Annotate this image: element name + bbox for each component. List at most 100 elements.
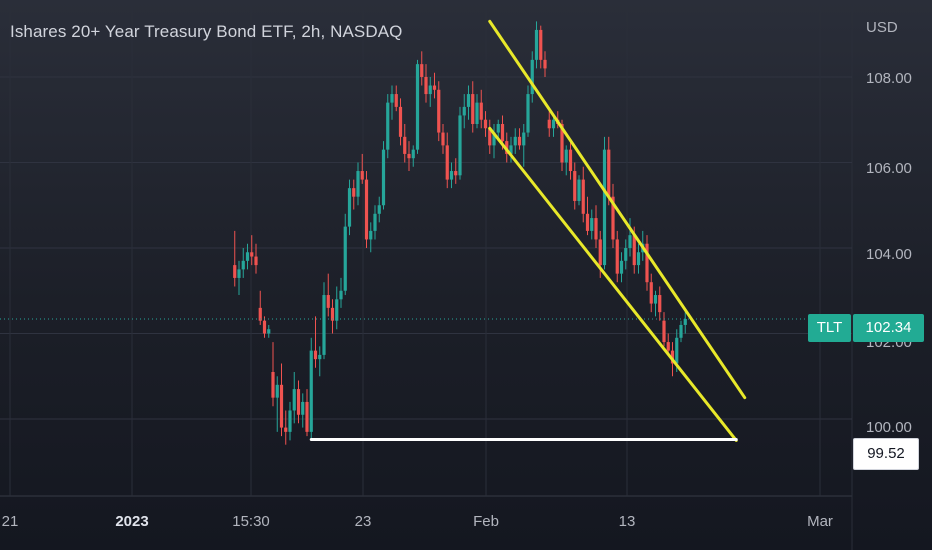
candle-body bbox=[411, 149, 415, 159]
candle-body bbox=[636, 252, 641, 266]
candle-body bbox=[301, 401, 305, 415]
candle-body bbox=[309, 350, 313, 432]
support-level-badge: 99.52 bbox=[853, 438, 919, 470]
candle-body bbox=[483, 119, 488, 129]
candle-body bbox=[267, 329, 271, 334]
candle-body bbox=[590, 218, 594, 231]
candle-body bbox=[292, 389, 296, 411]
candle-body bbox=[250, 252, 254, 257]
candle-body bbox=[539, 29, 543, 60]
candle-body bbox=[598, 239, 602, 266]
candle-body bbox=[564, 149, 568, 163]
candle-body bbox=[432, 85, 437, 90]
candle-body bbox=[330, 307, 335, 321]
candle-body bbox=[284, 427, 288, 432]
candle-body bbox=[645, 243, 649, 283]
candle-body bbox=[271, 372, 275, 398]
x-tick-label: 15:30 bbox=[232, 513, 270, 530]
candle-body bbox=[653, 295, 658, 304]
candle-body bbox=[619, 260, 624, 274]
candle-body bbox=[585, 213, 590, 231]
candle-body bbox=[475, 102, 479, 124]
y-tick-label: 106.00 bbox=[866, 160, 912, 177]
candle-body bbox=[262, 320, 267, 334]
candle-body bbox=[662, 320, 666, 343]
candle-body bbox=[513, 136, 517, 146]
candle-body bbox=[296, 389, 301, 415]
drawings bbox=[0, 19, 852, 442]
candle-body bbox=[615, 239, 619, 274]
candle-body bbox=[551, 119, 556, 129]
candle-body bbox=[675, 337, 679, 364]
candle-body bbox=[420, 64, 424, 77]
candle-body bbox=[318, 354, 322, 360]
candle-body bbox=[364, 179, 369, 240]
candle-body bbox=[441, 132, 445, 146]
candle-body bbox=[390, 94, 394, 103]
chart-title: Ishares 20+ Year Treasury Bond ETF, 2h, … bbox=[10, 22, 403, 41]
candle-body bbox=[679, 324, 683, 338]
candle-body bbox=[398, 106, 403, 137]
x-tick-label: Mar bbox=[807, 513, 833, 530]
currency-label: USD bbox=[866, 19, 898, 36]
x-tick-label: Feb bbox=[473, 513, 499, 530]
x-tick-label: 13 bbox=[618, 513, 636, 530]
candle-body bbox=[356, 171, 360, 197]
x-tick-label: 23 bbox=[354, 513, 372, 530]
candle-body bbox=[377, 205, 381, 214]
candle-body bbox=[305, 401, 309, 432]
candle-body bbox=[254, 256, 258, 266]
x-tick-label: 21 bbox=[1, 513, 19, 530]
candle-body bbox=[407, 153, 411, 159]
channel-upper-line bbox=[488, 19, 747, 400]
candle-body bbox=[594, 218, 598, 240]
candle-body bbox=[500, 124, 505, 142]
candle-body bbox=[245, 252, 250, 261]
candle-body bbox=[624, 248, 628, 261]
candle-body bbox=[403, 136, 407, 154]
candle-body bbox=[530, 59, 534, 95]
candles bbox=[233, 21, 687, 445]
candle-body bbox=[517, 136, 522, 146]
candle-body bbox=[326, 295, 330, 308]
candle-body bbox=[445, 145, 449, 180]
candle-body bbox=[237, 269, 241, 278]
candle-body bbox=[573, 171, 577, 201]
candle-body bbox=[437, 89, 441, 133]
symbol-badge: TLT bbox=[808, 314, 851, 342]
candle-body bbox=[471, 94, 475, 124]
candle-body bbox=[322, 295, 326, 355]
candle-body bbox=[666, 342, 670, 351]
candle-body bbox=[670, 350, 675, 364]
candle-body bbox=[543, 59, 547, 69]
candle-body bbox=[683, 318, 687, 325]
candle-body bbox=[607, 149, 611, 197]
candle-body bbox=[611, 196, 615, 240]
candle-body bbox=[568, 149, 573, 172]
candle-body bbox=[492, 132, 496, 146]
candle-body bbox=[347, 188, 352, 227]
candle-body bbox=[369, 230, 373, 240]
candle-body bbox=[373, 213, 377, 231]
candle-body bbox=[258, 307, 262, 321]
y-tick-label: 104.00 bbox=[866, 246, 912, 263]
candle-body bbox=[428, 85, 432, 95]
candle-body bbox=[534, 29, 539, 60]
candle-body bbox=[649, 282, 653, 304]
candle-body bbox=[462, 106, 466, 116]
y-tick-label: 108.00 bbox=[866, 70, 912, 87]
candle-body bbox=[424, 76, 428, 95]
candle-body bbox=[449, 171, 454, 180]
candle-body bbox=[313, 350, 318, 360]
candle-body bbox=[602, 149, 607, 266]
candle-body bbox=[632, 235, 636, 266]
candle-body bbox=[288, 410, 292, 432]
candle-body bbox=[479, 102, 483, 120]
candle-body bbox=[381, 149, 386, 206]
candle-body bbox=[352, 188, 356, 197]
candle-body bbox=[658, 295, 662, 313]
candle-body bbox=[522, 132, 526, 146]
candle-body bbox=[233, 265, 237, 278]
candle-body bbox=[488, 128, 492, 146]
